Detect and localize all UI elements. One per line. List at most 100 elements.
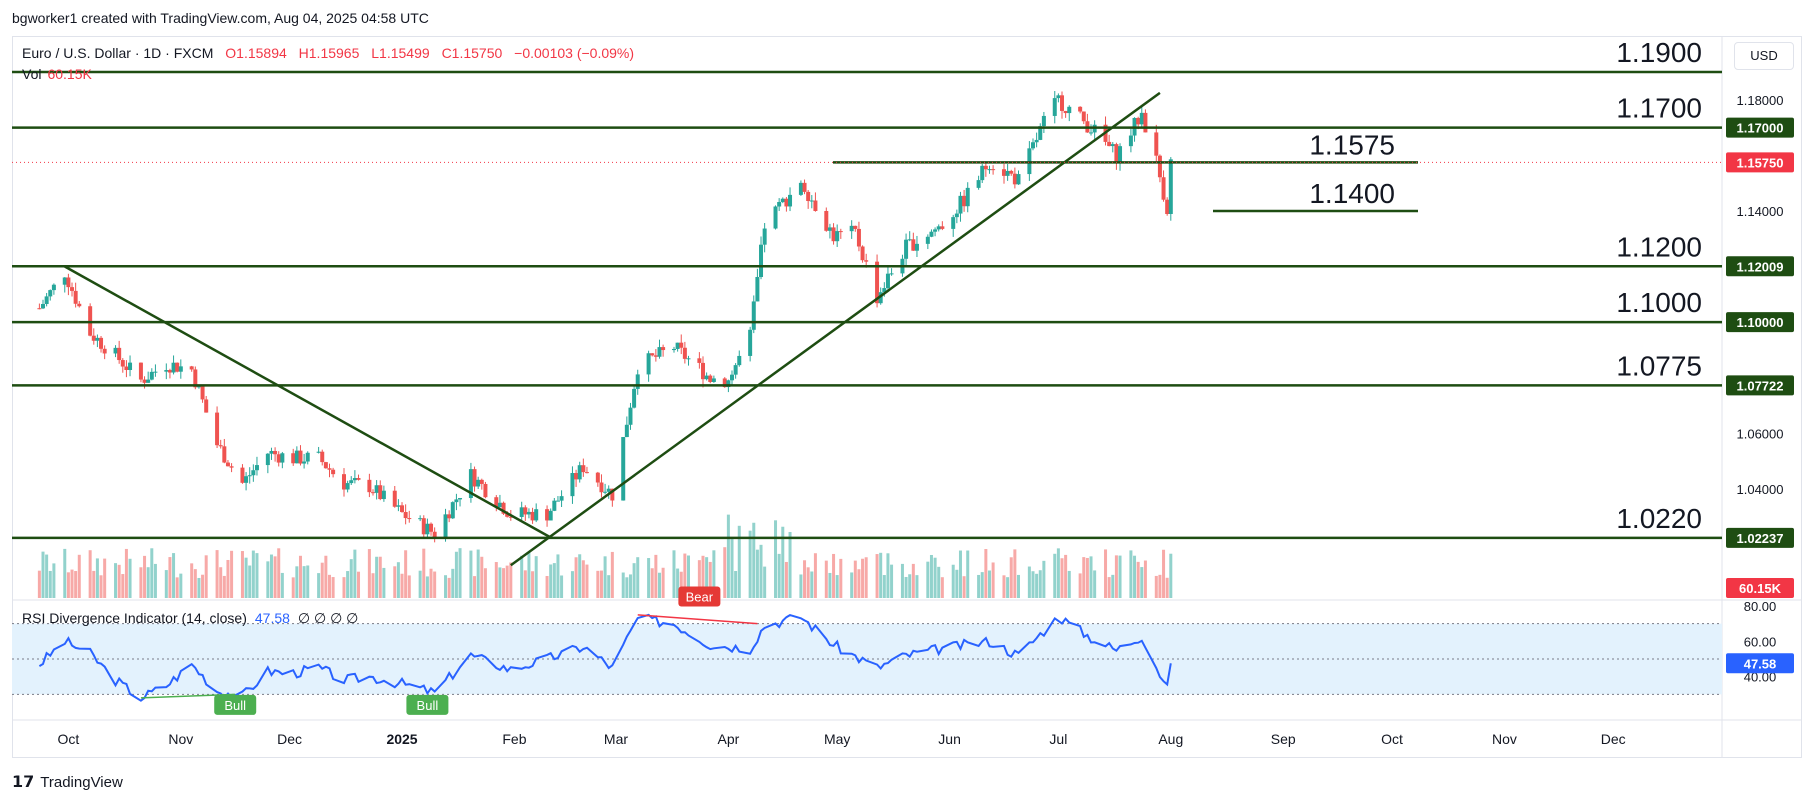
- candle-body: [331, 469, 336, 475]
- candle-body: [653, 355, 658, 357]
- currency-button[interactable]: USD: [1734, 42, 1794, 70]
- volume-bar: [367, 549, 371, 598]
- volume-bar: [226, 559, 230, 598]
- volume-bar: [574, 557, 578, 598]
- volume-bar: [890, 564, 894, 598]
- volume-bar: [803, 560, 807, 598]
- rsi-signal-text: Bear: [686, 589, 714, 604]
- volume-bar: [1162, 549, 1166, 598]
- candle-body: [505, 513, 510, 517]
- candle-body: [1063, 110, 1068, 114]
- volume-bar: [1154, 575, 1158, 598]
- volume-bar: [1085, 557, 1089, 598]
- candle-body: [646, 353, 651, 375]
- volume-bar: [734, 571, 738, 598]
- chart-frame: [12, 36, 1802, 758]
- candle-body: [864, 260, 869, 262]
- candle-body: [577, 465, 582, 480]
- candle-body: [70, 287, 75, 291]
- volume-bar: [578, 554, 582, 598]
- volume-bar: [128, 558, 132, 598]
- rsi-signal-text: Bull: [417, 698, 439, 713]
- tradingview-logo[interactable]: 𝟭𝟳 TradingView: [12, 772, 123, 792]
- volume-bar: [1111, 574, 1115, 598]
- candle-body: [1001, 169, 1006, 176]
- candle-body: [327, 468, 332, 470]
- candle-body: [628, 407, 633, 425]
- volume-bar: [99, 575, 103, 598]
- volume-bar: [1060, 558, 1064, 598]
- candle-body: [813, 200, 818, 211]
- candle-body: [1060, 95, 1065, 111]
- candle-body: [806, 191, 811, 202]
- candle-body: [519, 507, 524, 517]
- volume-bar: [556, 554, 560, 598]
- candle-body: [762, 228, 767, 245]
- candle-body: [552, 500, 557, 511]
- candle-body: [167, 370, 172, 373]
- candle-body: [396, 505, 401, 507]
- volume-bar: [476, 549, 480, 598]
- candle-body: [838, 231, 843, 233]
- volume-bar: [527, 552, 531, 598]
- candle-body: [987, 169, 992, 171]
- volume-bar: [498, 567, 502, 598]
- volume-bar: [929, 554, 933, 598]
- volume-bar: [266, 561, 270, 598]
- volume-bar: [966, 550, 970, 598]
- uptrend-line: [510, 91, 1161, 567]
- rsi-dots: ∅ ∅ ∅ ∅: [297, 610, 359, 626]
- volume-bar: [219, 567, 223, 598]
- candle-body: [138, 362, 143, 380]
- volume-bar: [473, 576, 477, 598]
- volume-bar: [824, 560, 828, 598]
- volume-bar: [726, 514, 730, 598]
- legend-change: −0.00103 (−0.09%): [514, 45, 635, 61]
- volume-bar: [1136, 561, 1140, 598]
- volume-bar: [269, 554, 273, 598]
- volume-bar: [429, 568, 433, 598]
- volume-bar: [951, 564, 955, 598]
- candle-body: [418, 518, 423, 520]
- rsi-tick: 40.00: [1744, 670, 1777, 685]
- volume-bar: [139, 567, 143, 598]
- axis-badge-text: 1.07722: [1737, 378, 1784, 393]
- volume-bar: [1035, 573, 1039, 598]
- candle-body: [722, 378, 727, 388]
- volume-badge-text: 60.15K: [1739, 581, 1782, 596]
- time-tick-nov: Nov: [168, 731, 193, 747]
- candle-body: [885, 273, 890, 289]
- volume-bar: [1038, 570, 1042, 598]
- level-label-1.1400: 1.1400: [1309, 178, 1395, 209]
- volume-bar: [175, 577, 179, 598]
- volume-bar: [451, 568, 455, 598]
- volume-bar: [1165, 577, 1169, 598]
- candle-body: [222, 446, 227, 463]
- rsi-value: 47.58: [254, 610, 290, 626]
- volume-bar: [509, 562, 513, 598]
- candle-body: [1067, 106, 1072, 114]
- volume-bar: [708, 561, 712, 598]
- volume-bar: [748, 530, 752, 598]
- candle-body: [708, 375, 713, 382]
- time-tick-oct: Oct: [1381, 731, 1403, 747]
- volume-bar: [505, 565, 509, 598]
- volume-bar: [331, 577, 335, 598]
- candle-body: [907, 239, 912, 241]
- volume-bar: [1078, 573, 1082, 598]
- candle-body: [661, 347, 666, 351]
- candle-body: [595, 472, 600, 483]
- candle-body: [624, 424, 629, 438]
- volume-bar: [143, 555, 147, 598]
- volume-bar: [469, 550, 473, 598]
- volume-bar: [1143, 560, 1147, 598]
- volume-bar: [153, 563, 157, 598]
- candle-body: [962, 195, 967, 207]
- volume-bar: [560, 575, 564, 598]
- candle-body: [711, 378, 716, 382]
- level-label-1.1700: 1.1700: [1616, 93, 1702, 124]
- volume-bar: [357, 571, 361, 598]
- candle-body: [671, 348, 676, 351]
- legend-high: H1.15965: [298, 45, 360, 61]
